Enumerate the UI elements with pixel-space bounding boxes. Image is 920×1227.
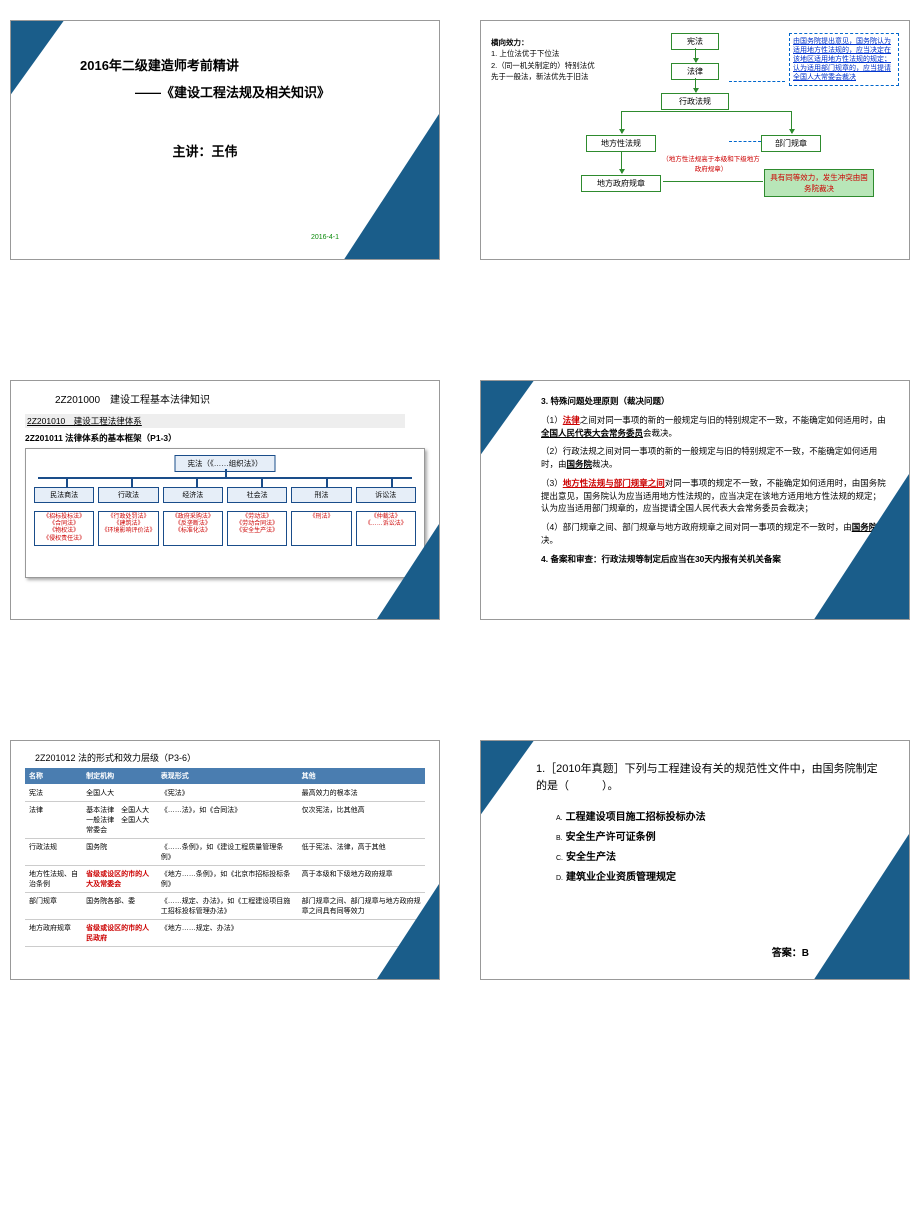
s2-green-note: 具有同等效力，发生冲突由国务院裁决 — [764, 169, 874, 197]
table-cell: 国务院 — [82, 839, 157, 866]
slide-grid: 2016年二级建造师考前精讲 ——《建设工程法规及相关知识》 主讲：王伟 201… — [10, 20, 910, 980]
s6-option-0: A.工程建设项目施工招标投标办法 — [556, 808, 879, 823]
table-row: 宪法全国人大《宪法》最高效力的根本法 — [25, 785, 425, 802]
slide2-left-text: 横向效力： 1. 上位法优于下位法 2.（同一机关制定的）特别法优先于一般法，新… — [491, 37, 601, 82]
dash-2 — [729, 81, 785, 82]
corner-decoration-br — [379, 529, 439, 619]
s3-cat-5: 诉讼法 — [356, 487, 416, 503]
table-row: 法律基本法律 全国人大一般法律 全国人大常委会《……法》，如《合同法》仅次宪法，… — [25, 802, 425, 839]
table-cell: 国务院各部、委 — [82, 893, 157, 920]
box-xingzheng: 行政法规 — [661, 93, 729, 110]
s5-th: 其他 — [298, 768, 425, 785]
s3-item-3: 《劳动法》《劳动合同法》《安全生产法》 — [227, 511, 287, 546]
corner-decoration-tl — [481, 381, 531, 451]
s3-item-0: 《招标投标法》《合同法》《物权法》《侵权责任法》 — [34, 511, 94, 546]
s6-answer: 答案：B — [772, 944, 809, 959]
table-cell: 《……条例》，如《建设工程质量管理条例》 — [157, 839, 298, 866]
s5-header-row: 名称制定机构表现形式其他 — [25, 768, 425, 785]
table-cell: 省级或设区的市的人民政府 — [82, 920, 157, 947]
s3-cat-3: 社会法 — [227, 487, 287, 503]
slide-5: 2Z201012 法的形式和效力层级（P3-6） 名称制定机构表现形式其他 宪法… — [10, 740, 440, 980]
table-cell: 《……规定、办法》，如《工程建设项目施工招标投标管理办法》 — [157, 893, 298, 920]
arrow-2 — [695, 78, 696, 92]
slide1-subtitle: ——《建设工程法规及相关知识》 — [135, 82, 425, 101]
hline2 — [663, 181, 763, 182]
s2-left-1: 1. 上位法优于下位法 — [491, 49, 559, 58]
s3-item-1: 《行政处罚法》《建筑法》《环境影响评价法》 — [98, 511, 158, 546]
box-difangzf: 地方政府规章 — [581, 175, 661, 192]
s4-p1: （1）法律之间对同一事项的新的一般规定与旧的特别规定不一致，不能确定如何适用时，… — [541, 414, 889, 440]
s3-cat-2: 经济法 — [163, 487, 223, 503]
dash-1 — [729, 141, 761, 142]
table-cell: 地方性法规、自治条例 — [25, 866, 82, 893]
table-cell: 最高效力的根本法 — [298, 785, 425, 802]
s3-item-2: 《政府采购法》《反垄断法》《标准化法》 — [163, 511, 223, 546]
table-cell: 《地方……条例》，如《北京市招标投标条例》 — [157, 866, 298, 893]
corner-decoration-tl — [481, 741, 531, 811]
s5-th: 制定机构 — [82, 768, 157, 785]
s4-h: 3. 特殊问题处理原则（裁决问题） — [541, 395, 889, 408]
s6-question: 1.［2010年真题］下列与工程建设有关的规范性文件中，由国务院制定的是（ ）。 — [536, 761, 879, 794]
arrow-4 — [791, 111, 792, 133]
s3-cat-row: 民法商法行政法经济法社会法刑法诉讼法 — [32, 487, 418, 503]
table-cell: 《地方……规定、办法》 — [157, 920, 298, 947]
s2-left-title: 横向效力： — [491, 38, 529, 47]
slide-1: 2016年二级建造师考前精讲 ——《建设工程法规及相关知识》 主讲：王伟 201… — [10, 20, 440, 260]
slide1-date: 2016-4-1 — [311, 234, 339, 241]
table-cell: 地方政府规章 — [25, 920, 82, 947]
table-cell: 《……法》，如《合同法》 — [157, 802, 298, 839]
table-cell: 低于宪法、法律，高于其他 — [298, 839, 425, 866]
box-difang: 地方性法规 — [586, 135, 656, 152]
arrow-3 — [621, 111, 622, 133]
table-row: 行政法规国务院《……条例》，如《建设工程质量管理条例》低于宪法、法律，高于其他 — [25, 839, 425, 866]
s3-vtop — [225, 469, 227, 477]
table-cell: 《宪法》 — [157, 785, 298, 802]
slide-3: 2Z201000 建设工程基本法律知识 2Z201010 建设工程法律体系 2Z… — [10, 380, 440, 620]
s3-sec2: 2Z201011 法律体系的基本框架（P1-3） — [25, 432, 425, 444]
arrow-1 — [695, 48, 696, 62]
table-cell: 基本法律 全国人大一般法律 全国人大常委会 — [82, 802, 157, 839]
s3-hbar — [38, 477, 412, 479]
table-cell: 全国人大 — [82, 785, 157, 802]
s3-cat-4: 刑法 — [291, 487, 351, 503]
table-cell: 行政法规 — [25, 839, 82, 866]
box-bumen: 部门规章 — [761, 135, 821, 152]
corner-decoration-br — [819, 839, 909, 979]
hline — [621, 111, 791, 112]
slide1-title: 2016年二级建造师考前精讲 — [80, 55, 425, 74]
s2-left-2: 2.（同一机关制定的）特别法优先于一般法，新法优先于旧法 — [491, 61, 595, 81]
s5-th: 表现形式 — [157, 768, 298, 785]
corner-decoration-br — [819, 479, 909, 619]
table-cell: 宪法 — [25, 785, 82, 802]
corner-decoration-br — [349, 119, 439, 259]
table-cell: 省级或设区的市的人大及常委会 — [82, 866, 157, 893]
arrow-5 — [621, 151, 622, 173]
s3-cat-0: 民法商法 — [34, 487, 94, 503]
slide1-speaker: 主讲：王伟 — [25, 141, 385, 160]
s5-h: 2Z201012 法的形式和效力层级（P3-6） — [35, 751, 425, 764]
s3-sec1: 2Z201010 建设工程法律体系 — [25, 414, 405, 428]
corner-decoration-br — [384, 889, 439, 979]
corner-decoration-tl — [11, 21, 61, 91]
s4-p2: （2）行政法规之间对同一事项的新的一般规定与旧的特别规定不一致，不能确定如何适用… — [541, 445, 889, 471]
slide-2: 横向效力： 1. 上位法优于下位法 2.（同一机关制定的）特别法优先于一般法，新… — [480, 20, 910, 260]
slide-4: 3. 特殊问题处理原则（裁决问题） （1）法律之间对同一事项的新的一般规定与旧的… — [480, 380, 910, 620]
s5-th: 名称 — [25, 768, 82, 785]
table-cell: 部门规章 — [25, 893, 82, 920]
s3-h1: 2Z201000 建设工程基本法律知识 — [55, 391, 425, 406]
s2-right-note: 由国务院提出意见，国务院认为适用地方性法规的，应当决定在该地区适用地方性法规的规… — [789, 33, 899, 86]
s2-mid-note: （地方性法规高于本级和下级地方政府规章） — [661, 153, 761, 173]
table-cell: 法律 — [25, 802, 82, 839]
table-cell: 仅次宪法，比其他高 — [298, 802, 425, 839]
slide-6: 1.［2010年真题］下列与工程建设有关的规范性文件中，由国务院制定的是（ ）。… — [480, 740, 910, 980]
s3-cat-1: 行政法 — [98, 487, 158, 503]
